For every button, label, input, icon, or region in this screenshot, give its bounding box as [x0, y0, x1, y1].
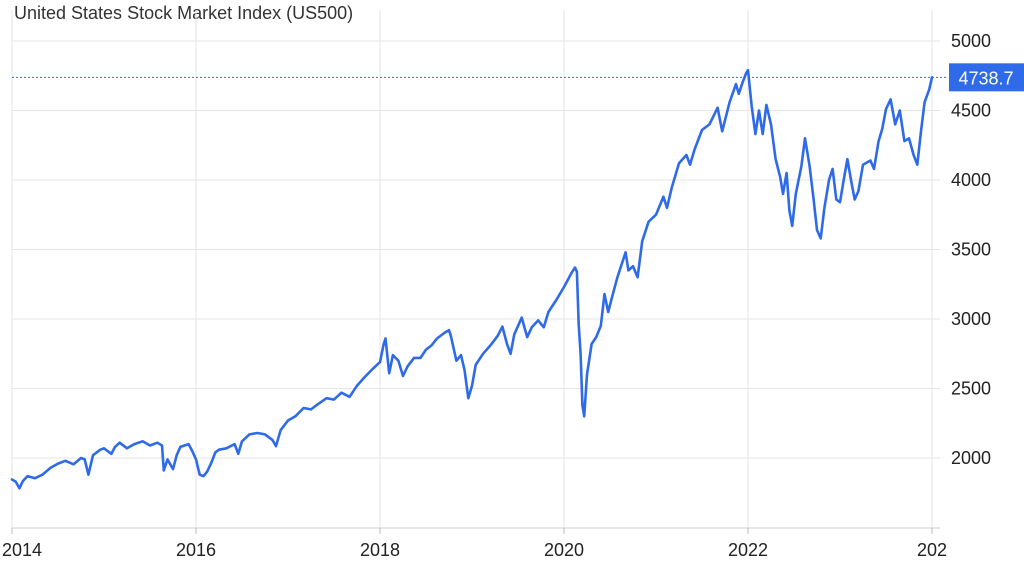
y-tick-label: 2000: [951, 448, 991, 468]
y-tick-label: 4000: [951, 170, 991, 190]
x-tick-label: 2014: [2, 540, 42, 560]
x-tick-label: 202: [917, 540, 947, 560]
last-value-badge: [949, 63, 1024, 92]
y-tick-label: 3500: [951, 240, 991, 260]
y-tick-label: 2500: [951, 379, 991, 399]
y-tick-label: 4500: [951, 101, 991, 121]
y-tick-label: 3000: [951, 309, 991, 329]
x-tick-label: 2016: [176, 540, 216, 560]
x-tick-label: 2020: [544, 540, 584, 560]
chart-title: United States Stock Market Index (US500): [14, 3, 354, 23]
series-line: [10, 68, 934, 490]
y-tick-label: 5000: [951, 31, 991, 51]
x-tick-label: 2018: [360, 540, 400, 560]
x-tick-label: 2022: [728, 540, 768, 560]
last-value-label: 4738.7: [958, 68, 1013, 88]
